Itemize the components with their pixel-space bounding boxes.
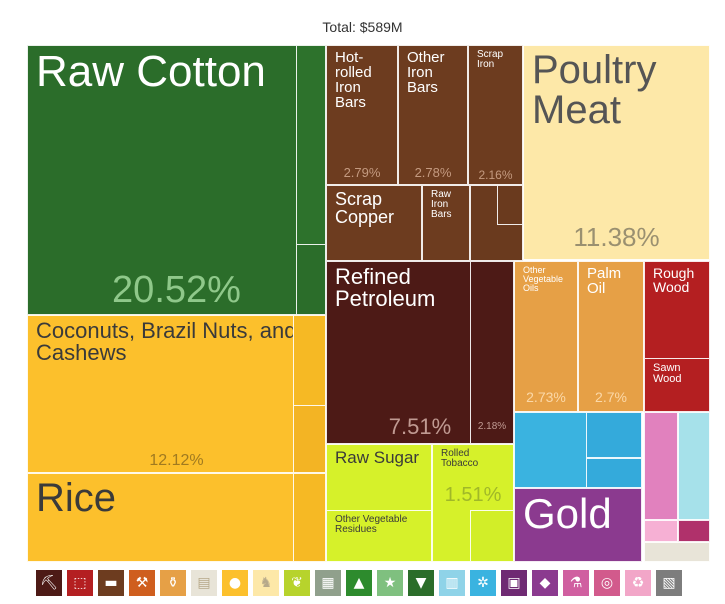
treemap-cell-raw-iron-bars[interactable]: Raw Iron Bars [422,185,470,261]
treemap-cell-scrap-copper[interactable]: Scrap Copper [326,185,422,261]
treemap-cell-other-vegetable-residues[interactable]: Other Vegetable Residues [326,510,432,562]
treemap-cell-label: Other Vegetable Oils [523,265,564,293]
treemap-cell-label: Gold [523,490,612,537]
treemap-cell-label: Rice [36,476,117,520]
treemap-cell-label: Coconuts, Brazil Nuts, and Cashews [36,318,297,365]
treemap-cell-label: Sawn Wood [653,362,682,385]
tools-icon[interactable]: ⚒ [129,570,155,596]
metal-icon[interactable]: ▬ [98,570,124,596]
treemap-cell-share: 2.7% [595,389,627,405]
treemap-cell-share: 11.38% [573,222,660,252]
machine-misc-cell[interactable] [586,458,642,488]
treemap-cell-share: 2.18% [477,421,507,432]
treemap-cell-label: Other Vegetable Residues [335,514,408,535]
treemap-cell-rice[interactable]: Rice [27,473,326,562]
bottle-icon[interactable]: ⚱ [160,570,186,596]
vegetable-icon[interactable]: ❦ [284,570,310,596]
treemap-cell-other-vegetable-oils[interactable]: Other Vegetable Oils 2.73% [514,261,578,412]
instrument-icon[interactable]: ◎ [594,570,620,596]
flask-icon[interactable]: ⚗ [563,570,589,596]
treemap-cell-other-iron-bars[interactable]: Other Iron Bars 2.78% [398,45,468,185]
treemap-cell-palm-oil[interactable]: Palm Oil 2.7% [578,261,644,412]
recycle-icon[interactable]: ♻ [625,570,651,596]
chemical-icon[interactable]: ⬚ [67,570,93,596]
fruit-icon[interactable]: ● [222,570,248,596]
treemap-cell-label: Scrap Iron [477,49,504,70]
treemap-cell-hot-rolled-iron-bars[interactable]: Hot-rolled Iron Bars 2.79% [326,45,398,185]
treemap-cell-label: Rolled Tobacco [441,448,479,469]
animal-icon[interactable]: ♞ [253,570,279,596]
treemap-cell-share: 2.73% [526,389,566,405]
wine-misc-cell[interactable] [678,520,710,542]
treemap-cell-poultry-meat[interactable]: Poultry Meat 11.38% [523,45,710,260]
gears-icon[interactable]: ✲ [470,570,496,596]
machine-misc-cell[interactable] [586,412,642,458]
treemap-cell-raw-cotton[interactable]: Raw Cotton 20.52% [27,45,326,315]
star-icon[interactable]: ★ [377,570,403,596]
machine-icon[interactable]: ▦ [315,570,341,596]
treemap-cell-share: 1.51% [444,484,502,506]
fruit-misc-cell[interactable] [293,405,326,473]
treemap-cell-share: 20.52% [112,269,241,311]
gem-icon[interactable]: ◆ [532,570,558,596]
beige-misc-cell[interactable] [644,542,710,562]
metal-misc-cell[interactable] [497,185,523,225]
treemap-cell-label: Hot-rolled Iron Bars [335,49,372,111]
treemap-cell-gold[interactable]: Gold [514,488,642,562]
pink-misc-cell[interactable] [644,520,678,542]
lightcyan-misc-cell[interactable] [678,412,710,520]
treemap-cell-small-product[interactable]: 2.18% [470,261,514,444]
treemap-cell-label: Scrap Copper [335,189,395,227]
treemap-cell-label: Raw Sugar [335,448,420,467]
treemap-cell-label: Palm Oil [587,265,622,297]
treemap-cell-label: Other Iron Bars [407,49,445,96]
box-icon[interactable]: ▧ [656,570,682,596]
frame-icon[interactable]: ▣ [501,570,527,596]
fruit-misc-cell[interactable] [293,473,326,562]
treemap-cell-share: 2.79% [343,165,381,180]
cotton-misc-cell[interactable] [296,45,326,245]
treemap-cell-label: Refined Petroleum [335,264,436,311]
treemap-cell-label: Rough Wood [653,265,695,295]
treemap-cell-label: Raw Cotton [36,47,266,96]
treemap-cell-sawn-wood[interactable]: Sawn Wood [644,358,710,412]
pink-misc-cell[interactable] [644,412,678,520]
treemap-cell-share: 2.78% [414,165,452,180]
treemap-cell-label: Raw Iron Bars [431,189,452,220]
treemap-cell-label: Poultry Meat [532,48,657,132]
mineral-icon[interactable]: ⛏ [36,570,62,596]
treemap-cell-scrap-iron[interactable]: Scrap Iron 2.16% [468,45,523,185]
road-icon[interactable]: ▥ [439,570,465,596]
treemap-cell-share: 7.51% [388,414,452,439]
lime-misc-cell[interactable] [470,510,514,562]
footwear-icon[interactable]: ▲ [346,570,372,596]
shirt-icon[interactable]: ▼ [408,570,434,596]
paper-icon[interactable]: ▤ [191,570,217,596]
chart-total: Total: $589M [322,19,403,35]
treemap-cell-share: 12.12% [149,452,204,469]
treemap-cell-coconuts-brazil-nuts-and-cashews[interactable]: Coconuts, Brazil Nuts, and Cashews 12.12% [27,315,326,473]
treemap-cell-share: 2.16% [478,168,513,182]
